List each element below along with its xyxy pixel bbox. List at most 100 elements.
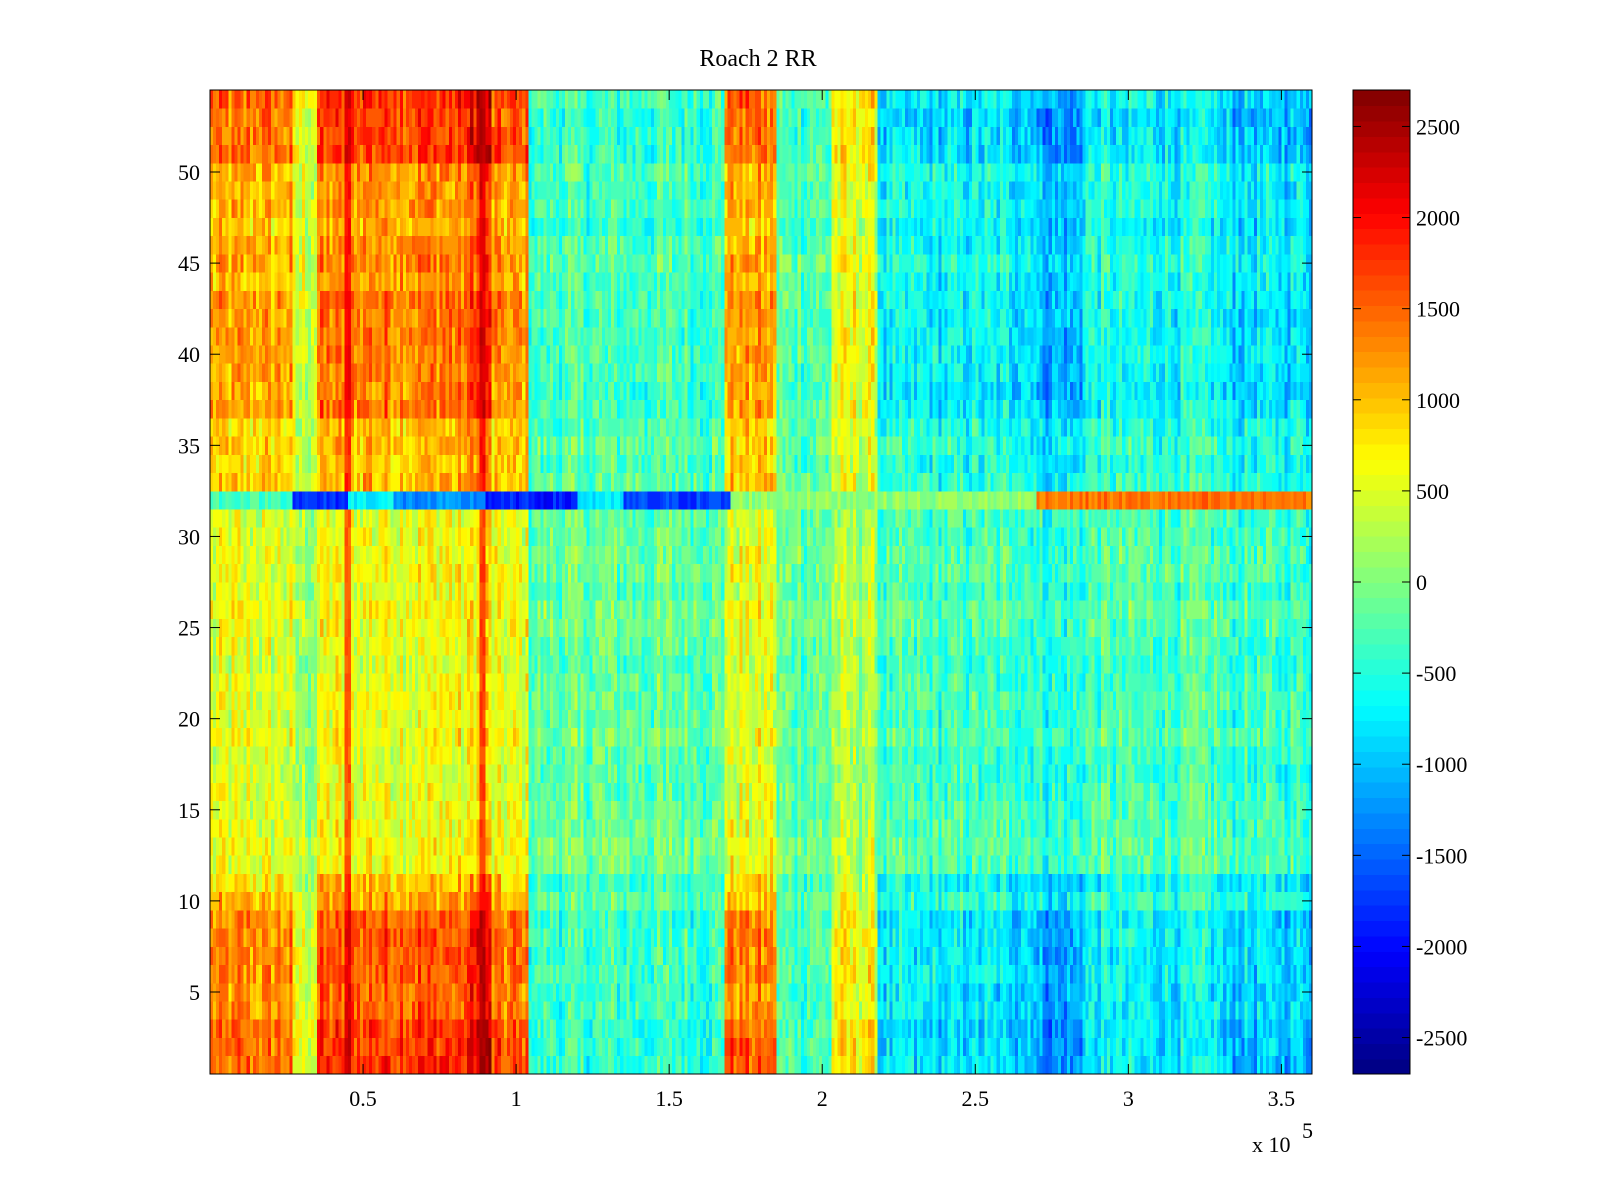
heatmap-cell (1054, 873, 1058, 893)
heatmap-cell (1207, 982, 1212, 1002)
heatmap-cell (886, 964, 890, 984)
heatmap-cell (871, 891, 875, 911)
heatmap-cell (614, 818, 618, 838)
heatmap-cell (990, 1019, 994, 1038)
heatmap-cell (246, 946, 250, 966)
heatmap-cell (1192, 928, 1196, 947)
heatmap-cell (436, 1037, 440, 1057)
heatmap-cell (427, 855, 431, 874)
heatmap-cell (889, 873, 893, 893)
heatmap-cell (1177, 982, 1181, 1002)
heatmap-cell (1158, 1055, 1163, 1074)
heatmap-cell (809, 946, 814, 966)
heatmap-cell (1076, 1001, 1080, 1020)
heatmap-cell (632, 855, 636, 874)
heatmap-cell (892, 891, 896, 911)
heatmap-cell (338, 928, 342, 947)
heatmap-cell (369, 1001, 373, 1020)
heatmap-cell (696, 873, 700, 893)
heatmap-cell (1220, 891, 1224, 911)
heatmap-cell (1079, 928, 1083, 947)
heatmap-cell (586, 964, 590, 984)
heatmap-cell (963, 946, 967, 966)
heatmap-cell (1143, 1055, 1147, 1074)
heatmap-cell (862, 873, 866, 893)
heatmap-cell (543, 928, 547, 947)
heatmap-cell (705, 946, 710, 966)
heatmap-cell (546, 1019, 550, 1038)
heatmap-cell (1149, 910, 1153, 929)
heatmap-cell (745, 910, 749, 929)
heatmap-cell (461, 891, 465, 911)
heatmap-cell (565, 964, 569, 984)
heatmap-cell (742, 946, 746, 966)
heatmap-cell (1131, 837, 1135, 856)
heatmap-cell (617, 818, 621, 838)
heatmap-cell (963, 873, 967, 893)
heatmap-cell (396, 1037, 400, 1057)
heatmap-cell (819, 910, 823, 929)
heatmap-cell (901, 964, 905, 984)
heatmap-cell (506, 946, 511, 966)
heatmap-cell (1143, 946, 1147, 966)
heatmap-cell (314, 818, 318, 838)
heatmap-cell (473, 1037, 477, 1057)
heatmap-cell (1278, 1001, 1282, 1020)
heatmap-cell (929, 891, 933, 911)
heatmap-cell (1054, 1019, 1058, 1038)
heatmap-cell (757, 1001, 762, 1020)
heatmap-cell (993, 837, 997, 856)
heatmap-cell (372, 1037, 376, 1057)
heatmap-cell (681, 855, 685, 874)
heatmap-cell (509, 928, 514, 947)
heatmap-cell (950, 1001, 954, 1020)
heatmap-cell (451, 837, 455, 856)
heatmap-cell (381, 946, 385, 966)
heatmap-cell (1060, 891, 1065, 911)
heatmap-cell (482, 1055, 486, 1074)
heatmap-cell (1036, 1019, 1040, 1038)
heatmap-cell (1308, 910, 1312, 929)
heatmap-cell (283, 946, 287, 966)
heatmap-cell (678, 910, 682, 929)
heatmap-cell (1002, 837, 1006, 856)
heatmap-cell (503, 1001, 507, 1020)
heatmap-cell (647, 1037, 651, 1057)
heatmap-cell (901, 928, 905, 947)
heatmap-cell (641, 818, 645, 838)
heatmap-cell (565, 818, 569, 838)
heatmap-cell (491, 946, 495, 966)
heatmap-cell (240, 928, 244, 947)
heatmap-cell (461, 910, 465, 929)
heatmap-cell (366, 891, 370, 911)
heatmap-cell (369, 946, 373, 966)
heatmap-cell (1177, 928, 1181, 947)
heatmap-cell (252, 873, 256, 893)
heatmap-cell (904, 1001, 908, 1020)
heatmap-cell (1177, 946, 1181, 966)
heatmap-cell (794, 818, 798, 838)
heatmap-cell (837, 1019, 841, 1038)
heatmap-cell (1174, 1037, 1178, 1057)
heatmap-cell (1113, 1019, 1117, 1038)
heatmap-cell (1177, 1001, 1181, 1020)
heatmap-cell (1018, 837, 1022, 856)
heatmap-cell (666, 1055, 670, 1074)
heatmap-cell (923, 818, 927, 838)
heatmap-cell (1287, 1019, 1291, 1038)
heatmap-cell (1223, 964, 1227, 984)
heatmap-cell (975, 910, 979, 929)
heatmap-cell (929, 818, 933, 838)
heatmap-cell (984, 928, 988, 947)
heatmap-cell (405, 910, 410, 929)
heatmap-cell (819, 1055, 823, 1074)
heatmap-cell (920, 982, 924, 1002)
heatmap-cell (764, 946, 768, 966)
heatmap-cell (378, 855, 382, 874)
heatmap-cell (1140, 1001, 1144, 1020)
heatmap-cell (956, 964, 961, 984)
heatmap-cell (773, 855, 777, 874)
heatmap-cell (1201, 873, 1205, 893)
heatmap-cell (461, 928, 465, 947)
heatmap-cell (656, 1019, 661, 1038)
